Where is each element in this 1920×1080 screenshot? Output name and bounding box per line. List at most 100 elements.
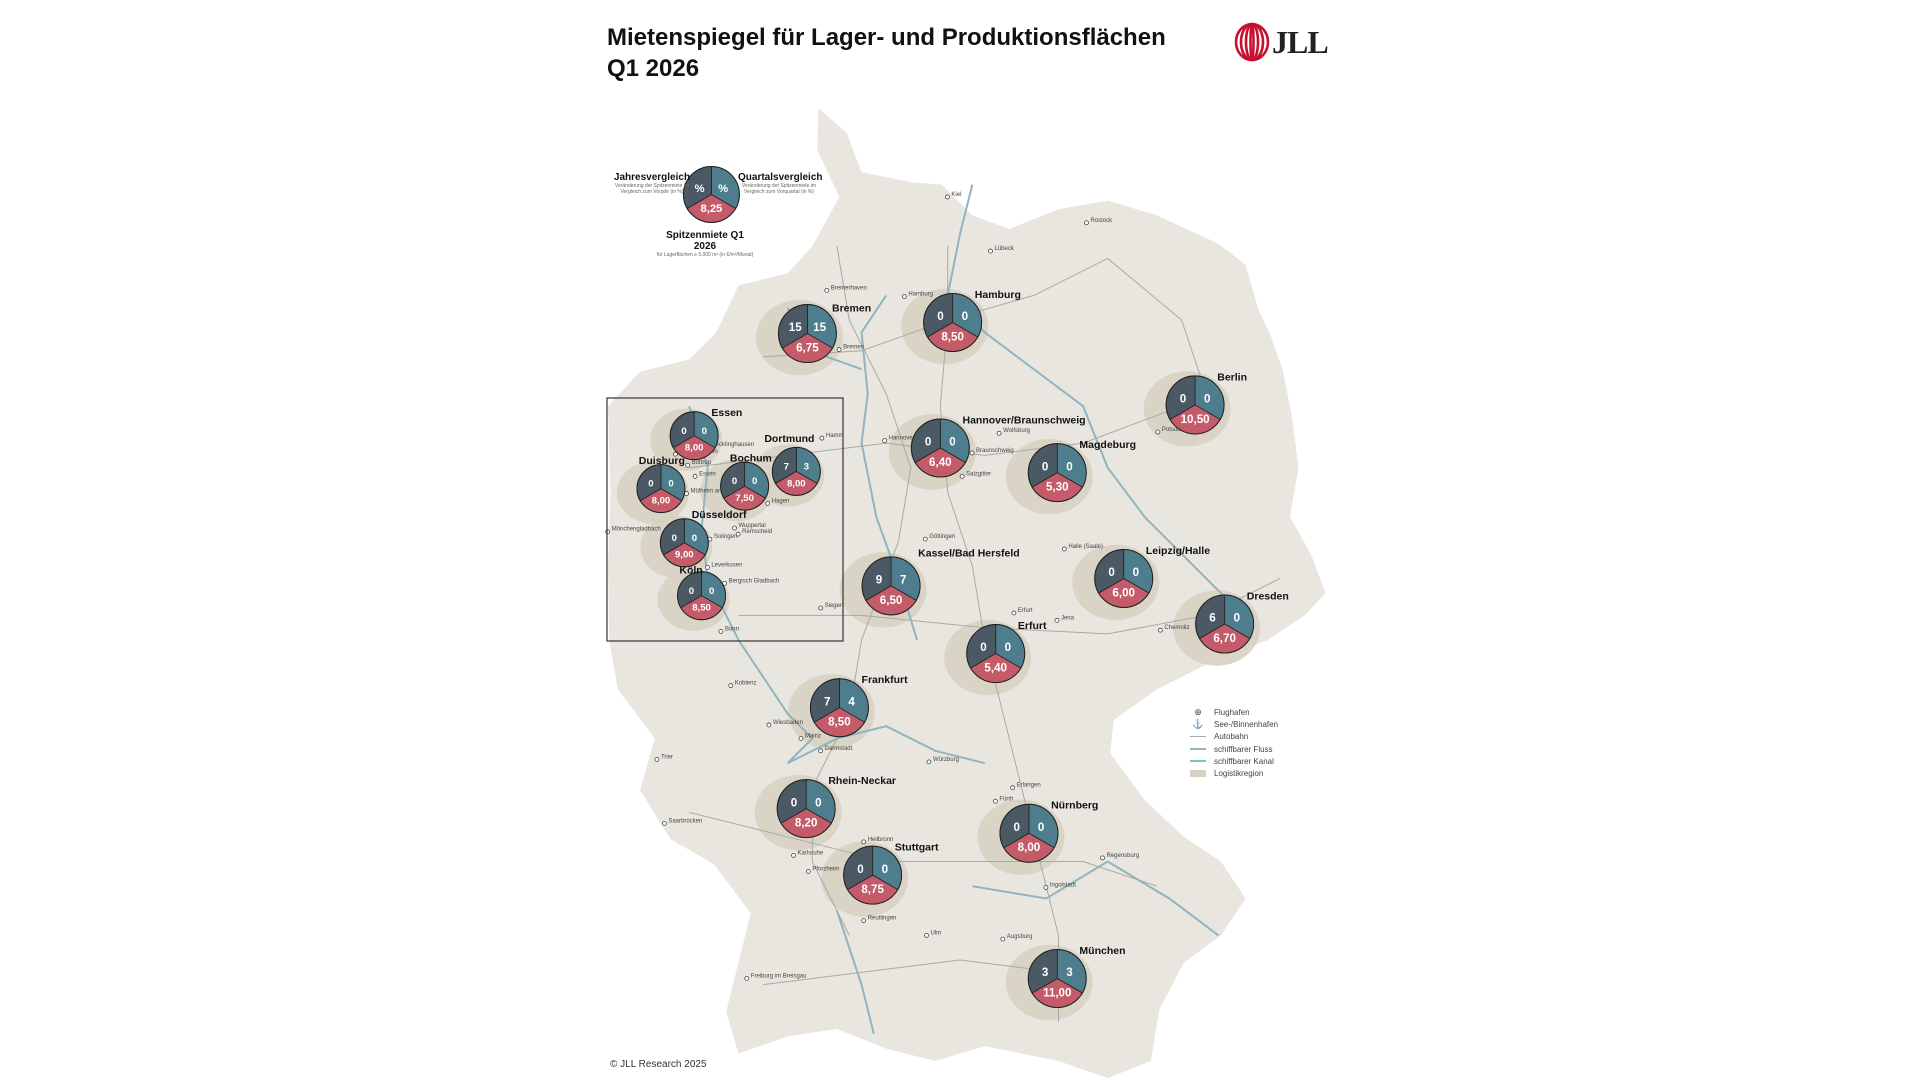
pie-border <box>771 446 821 496</box>
place-marker <box>945 194 950 200</box>
port-icon: ⚓ <box>1192 718 1204 729</box>
place-label: Darmstadt <box>825 746 853 752</box>
key-year-desc: Veränderung der Spitzenmiete im Vergleic… <box>614 183 690 195</box>
pie-border <box>1195 594 1255 654</box>
pie-rent-value: 6,40 <box>929 456 952 469</box>
legend-label: Logistikregion <box>1214 769 1264 779</box>
place-marker <box>728 683 734 688</box>
pie-rent-value: 11,00 <box>1043 986 1071 999</box>
market-name: Hamburg <box>975 289 1021 301</box>
pie-rent-value: 7,50 <box>735 493 754 504</box>
place-marker <box>1011 610 1017 616</box>
place-marker <box>861 918 867 924</box>
place-marker <box>1157 627 1163 633</box>
pie-yoy-value: 3 <box>1042 966 1049 979</box>
place-marker <box>861 839 867 845</box>
motorway-line <box>763 959 1059 986</box>
pie-border <box>1027 948 1087 1008</box>
pie-qoq-value: 0 <box>1038 821 1044 834</box>
place-label: Lübeck <box>994 246 1014 252</box>
place-label: Saarbrücken <box>668 818 702 824</box>
place-label: Remscheid <box>742 529 772 535</box>
place-marker <box>924 933 929 938</box>
pie-rent-value: 9,00 <box>675 550 694 561</box>
place-marker <box>988 248 993 254</box>
place-marker <box>673 451 678 457</box>
pie-rent-value: 8,50 <box>941 330 964 343</box>
place-marker <box>1100 855 1105 861</box>
pie-yoy-value: 0 <box>681 426 686 437</box>
place-marker <box>1010 785 1016 791</box>
market-pie: 0 0 8,00 Duisburg <box>636 455 686 514</box>
legend-airport: ⊕ Flughafen <box>1190 706 1278 718</box>
pie-qoq-value: 0 <box>709 586 714 597</box>
pie-border <box>809 678 869 738</box>
pie-qoq-value: 0 <box>702 426 707 437</box>
river-line <box>1190 748 1206 751</box>
pie-qoq-value: % <box>718 183 728 195</box>
legend-motorway: Autobahn <box>1190 731 1278 743</box>
place-label: Bremerhaven <box>831 285 867 291</box>
place-label: Freiburg im Breisgau <box>751 973 807 979</box>
place-marker <box>791 853 796 858</box>
place-label: Potsdam <box>1162 427 1186 433</box>
legend-label: Flughafen <box>1214 707 1250 717</box>
place-marker <box>798 736 804 741</box>
market-name: Duisburg <box>639 455 685 467</box>
place-marker <box>836 347 842 352</box>
key-rent-label: Spitzenmiete Q1 2026 <box>666 230 744 252</box>
pie-yoy-value: 0 <box>857 863 863 876</box>
place-label: Würzburg <box>933 757 959 763</box>
pie-rent-value: 10,50 <box>1181 413 1210 426</box>
market-pie: 7 3 8,00 Dortmund <box>764 433 821 496</box>
place-marker <box>922 536 928 542</box>
pie-yoy-value: 7 <box>784 461 789 472</box>
key-quarter-label: Quartalsvergleich <box>738 172 823 183</box>
place-marker <box>605 529 611 535</box>
market-pie: 0 0 5,40 Erfurt <box>966 620 1047 684</box>
place-marker <box>1054 617 1060 623</box>
place-marker <box>1061 546 1067 552</box>
place-label: Hagen <box>772 498 790 504</box>
place-marker <box>1043 885 1049 890</box>
pie-yoy-value: 7 <box>824 695 830 708</box>
pie-qoq-value: 0 <box>1133 566 1139 579</box>
place-label: Ingolstadt <box>1050 882 1076 888</box>
pie-border <box>777 304 837 364</box>
place-label: Wuppertal <box>738 523 765 529</box>
market-name: Rhein-Neckar <box>828 775 896 787</box>
pie-qoq-value: 0 <box>668 479 673 490</box>
pie-border <box>776 779 836 839</box>
pie-yoy-value: % <box>695 183 705 195</box>
nrw-inset-frame <box>606 397 844 642</box>
market-name: Essen <box>711 407 742 419</box>
pie-border <box>1165 375 1225 435</box>
legend-region: Logistikregion <box>1190 767 1278 779</box>
legend-river: schiffbarer Fluss <box>1190 743 1278 755</box>
place-marker <box>1000 936 1006 942</box>
place-label: Chemnitz <box>1164 625 1189 631</box>
place-label: Regensburg <box>1106 853 1139 859</box>
pie-qoq-value: 0 <box>882 863 888 876</box>
place-marker <box>969 450 975 456</box>
place-label: Bottrop <box>692 460 712 466</box>
place-label: Leverkusen <box>711 562 742 568</box>
pie-qoq-value: 3 <box>1066 966 1073 979</box>
pie-yoy-value: 0 <box>732 476 737 487</box>
place-label: Göttingen <box>929 534 955 540</box>
place-marker <box>996 430 1002 436</box>
place-marker <box>661 821 667 826</box>
place-label: Wiesbaden <box>773 720 803 726</box>
place-label: Bergisch Gladbach <box>729 578 780 584</box>
place-label: Bremen <box>843 345 864 351</box>
place-label: Hannover <box>889 436 915 442</box>
market-pie: 15 15 6,75 Bremen <box>777 302 871 364</box>
market-name: Stuttgart <box>895 841 939 853</box>
market-name: Bochum <box>730 453 772 465</box>
place-marker <box>818 605 824 611</box>
pie-border <box>677 571 727 621</box>
place-label: Siegen <box>825 603 844 609</box>
place-label: Recklinghausen <box>711 442 754 448</box>
pie-qoq-value: 3 <box>804 461 809 472</box>
